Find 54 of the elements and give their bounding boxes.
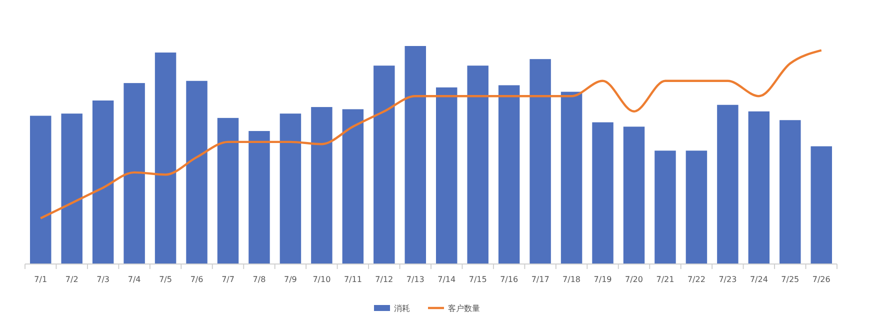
x-tick-label: 7/16: [500, 275, 518, 284]
x-tick-label: 7/10: [312, 275, 331, 284]
x-tick-label: 7/7: [222, 275, 234, 284]
x-tick-label: 7/1: [34, 275, 48, 284]
x-tick-label: 7/15: [468, 275, 487, 284]
x-tick-label: 7/21: [656, 275, 674, 284]
bar: [404, 46, 426, 264]
bar: [248, 131, 270, 264]
x-tick-label: 7/17: [531, 275, 550, 284]
bar: [217, 118, 239, 264]
legend-label: 客户数量: [448, 304, 480, 313]
x-tick-label: 7/25: [781, 275, 800, 284]
x-tick-label: 7/20: [625, 275, 643, 284]
x-tick-label: 7/11: [344, 275, 362, 284]
bar: [748, 111, 770, 264]
bar: [436, 87, 458, 264]
bar: [124, 83, 145, 264]
x-tick-label: 7/5: [159, 275, 172, 284]
bar: [467, 66, 488, 264]
x-tick-label: 7/6: [190, 275, 204, 284]
bar: [717, 104, 738, 264]
bar: [311, 107, 332, 264]
bar: [592, 122, 614, 264]
bar: [780, 120, 801, 264]
bar: [61, 114, 82, 264]
bar: [686, 150, 708, 264]
x-tick-label: 7/14: [438, 275, 456, 284]
bar: [186, 80, 208, 264]
x-tick-label: 7/12: [375, 275, 394, 284]
x-tick-label: 7/2: [65, 275, 78, 284]
bar: [498, 85, 520, 264]
x-tick-label: 7/4: [128, 275, 141, 284]
x-tick-label: 7/23: [718, 275, 737, 284]
x-tick-label: 7/13: [406, 275, 424, 284]
x-tick-label: 7/24: [750, 275, 768, 284]
bar: [810, 146, 832, 264]
bar: [374, 66, 395, 264]
bar: [342, 109, 364, 264]
x-tick-label: 7/19: [594, 275, 612, 284]
legend-label: 消耗: [394, 304, 410, 313]
x-tick-label: 7/22: [687, 275, 706, 284]
x-tick-label: 7/9: [284, 275, 297, 284]
x-tick-label: 7/18: [562, 275, 581, 284]
bar: [280, 114, 302, 264]
bar: [560, 92, 582, 264]
bar: [530, 59, 551, 264]
x-tick-label: 7/8: [252, 275, 266, 284]
bar: [30, 116, 52, 264]
x-tick-label: 7/26: [812, 275, 830, 284]
bar: [92, 100, 114, 264]
x-tick-label: 7/3: [96, 275, 110, 284]
bar: [623, 126, 645, 264]
bar: [654, 150, 676, 264]
bar: [154, 52, 176, 264]
